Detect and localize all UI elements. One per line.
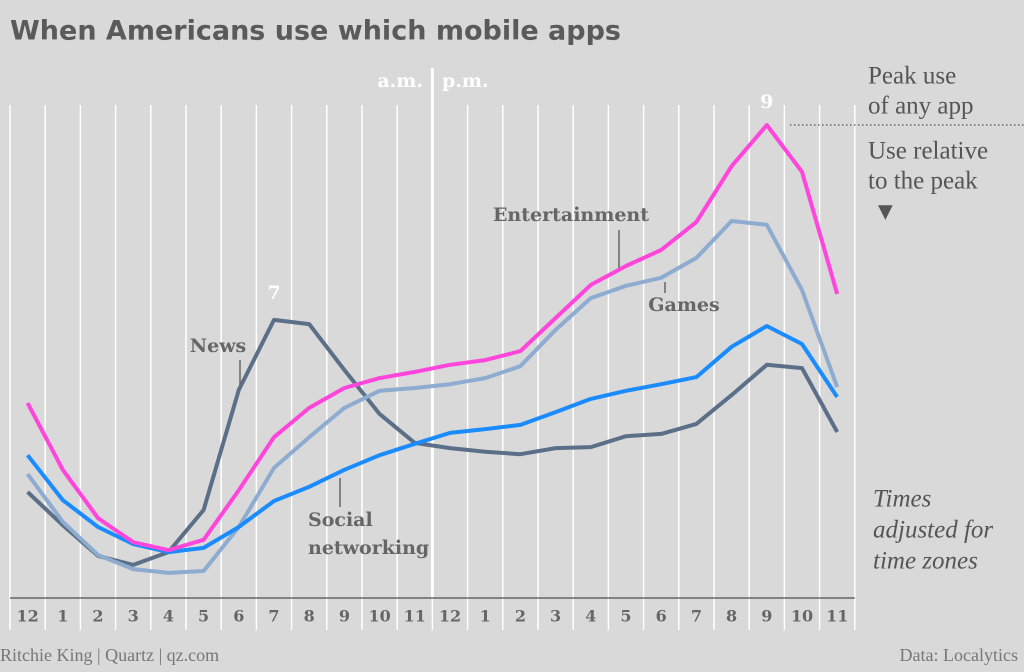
series-line: [25, 123, 840, 553]
footer-left: Ritchie King | Quartz | qz.com: [0, 645, 219, 665]
series-label: Social networking: [308, 509, 429, 559]
x-tick-label: 2: [515, 607, 526, 626]
x-tick-label: 8: [304, 607, 315, 626]
am-label: a.m.: [377, 70, 423, 92]
x-tick-label: 1: [480, 607, 491, 626]
x-tick-label: 5: [198, 607, 209, 626]
x-tick-label: 7: [691, 607, 702, 626]
x-tick-label: 12: [439, 607, 461, 626]
x-tick-label: 11: [404, 607, 426, 626]
side-note: to the peak: [868, 168, 978, 195]
x-tick-label: 3: [128, 607, 139, 626]
x-tick-label: 3: [550, 607, 561, 626]
series-label: Games: [648, 294, 719, 316]
side-note: Use relative: [868, 138, 988, 165]
pm-label: p.m.: [442, 70, 489, 92]
peak-label: 7: [267, 282, 280, 304]
series-line: [25, 219, 840, 575]
side-note: adjusted for: [873, 517, 993, 544]
arrow: ▼: [873, 199, 898, 226]
series-line: [26, 317, 839, 567]
x-tick-label: 7: [268, 607, 279, 626]
chart-title: When Americans use which mobile apps: [10, 16, 621, 47]
series-label: Entertainment: [493, 204, 649, 226]
x-tick-label: 6: [656, 607, 667, 626]
series-label: News: [190, 335, 247, 357]
x-tick-label: 4: [585, 607, 596, 626]
footer-right: Data: Localytics: [900, 645, 1018, 665]
x-tick-label: 11: [826, 607, 848, 626]
side-note: Times: [873, 486, 931, 513]
x-tick-label: 12: [16, 607, 38, 626]
x-tick-label: 8: [726, 607, 737, 626]
peak-label: 9: [760, 91, 773, 113]
side-note: of any app: [868, 93, 974, 120]
x-tick-label: 5: [620, 607, 631, 626]
x-tick-label: 6: [233, 607, 244, 626]
x-tick-label: 9: [339, 607, 350, 626]
x-tick-label: 10: [368, 607, 390, 626]
side-note: time zones: [873, 548, 978, 575]
x-tick-label: 1: [57, 607, 68, 626]
x-tick-label: 2: [92, 607, 103, 626]
x-tick-label: 10: [791, 607, 813, 626]
x-tick-label: 9: [761, 607, 772, 626]
x-tick-label: 4: [163, 607, 174, 626]
side-note: Peak use: [868, 63, 956, 90]
